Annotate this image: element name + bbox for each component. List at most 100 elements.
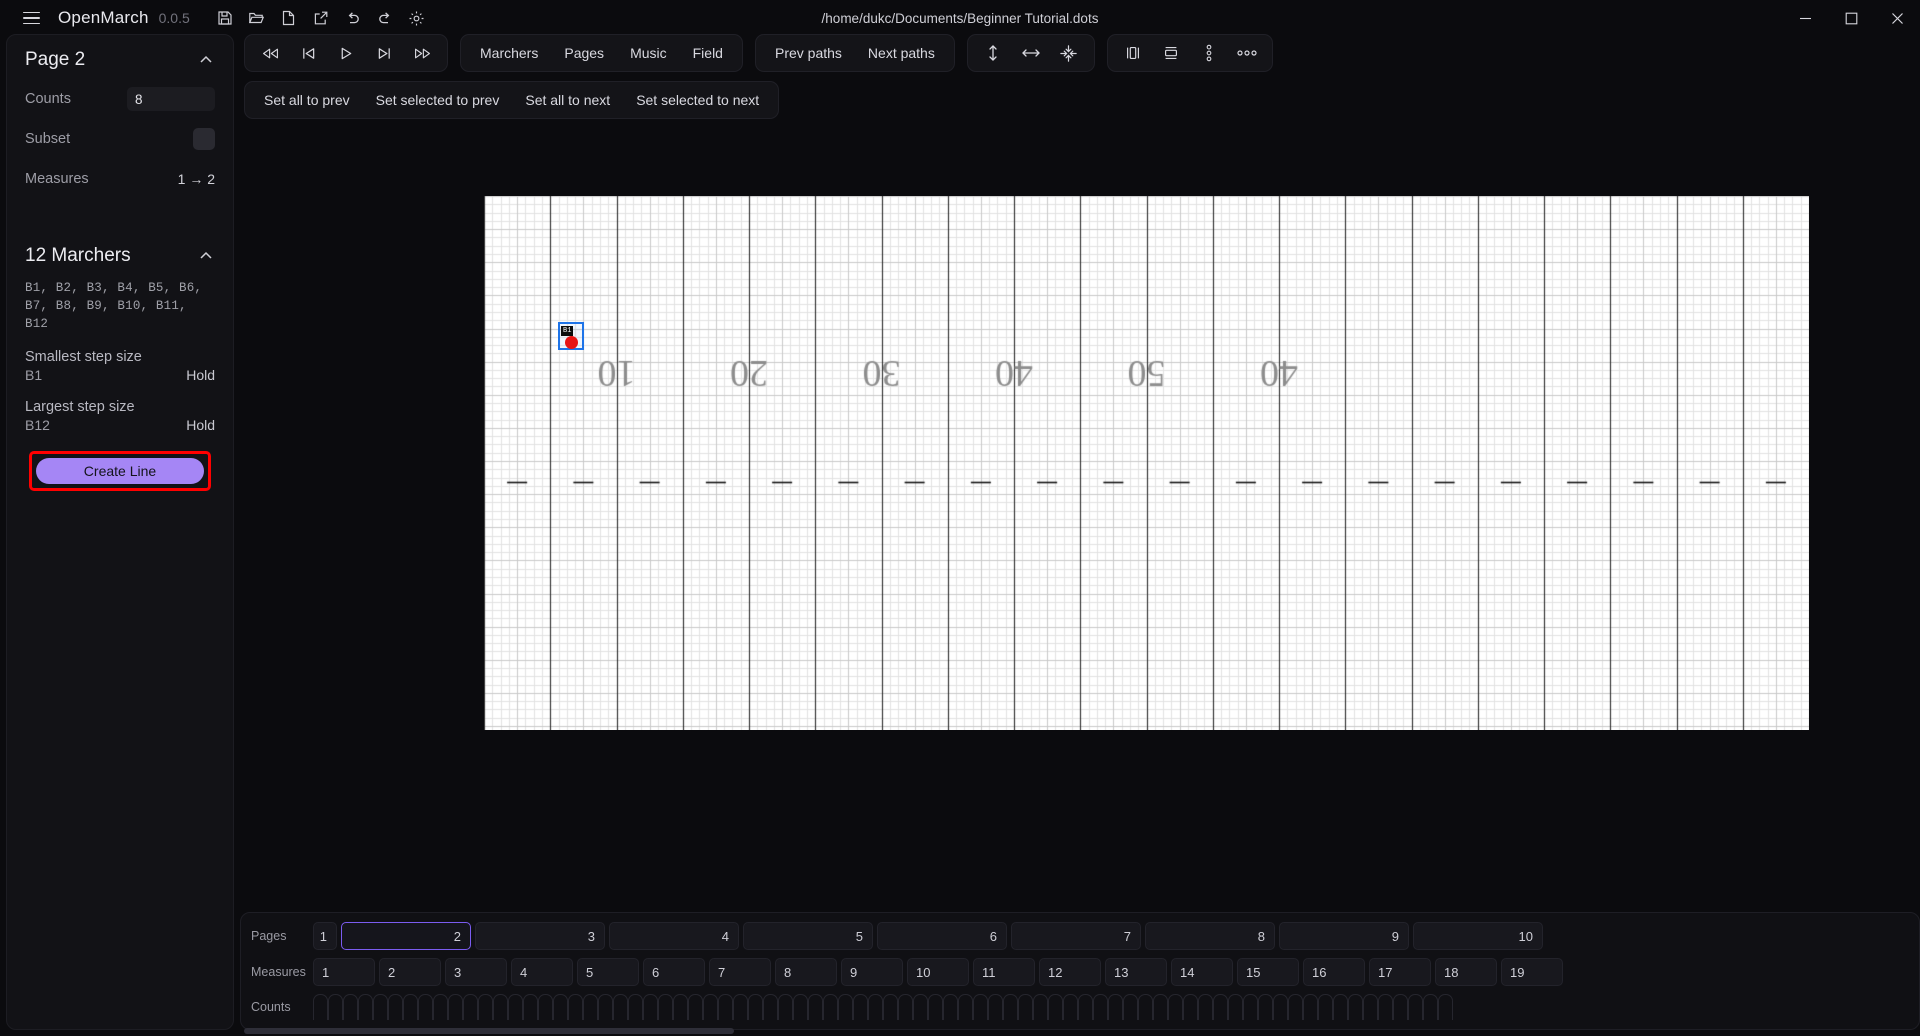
tab-field[interactable]: Field — [680, 38, 736, 68]
skip-next-icon[interactable] — [365, 38, 403, 68]
count-cell[interactable] — [418, 994, 433, 1020]
tab-pages[interactable]: Pages — [551, 38, 617, 68]
count-cell[interactable] — [793, 994, 808, 1020]
measure-cell-16[interactable]: 16 — [1303, 958, 1365, 986]
count-cell[interactable] — [688, 994, 703, 1020]
count-cell[interactable] — [1093, 994, 1108, 1020]
new-file-icon[interactable] — [274, 3, 304, 33]
set-all-to-prev-button[interactable]: Set all to prev — [251, 85, 363, 115]
measure-cell-14[interactable]: 14 — [1171, 958, 1233, 986]
marcher-selection-box[interactable]: B1 — [558, 322, 584, 350]
count-cell[interactable] — [928, 994, 943, 1020]
page-cell-8[interactable]: 8 — [1145, 922, 1275, 950]
count-cell[interactable] — [1408, 994, 1423, 1020]
count-cell[interactable] — [1423, 994, 1438, 1020]
horizontal-scrollbar[interactable] — [244, 1028, 1914, 1034]
count-cell[interactable] — [703, 994, 718, 1020]
count-cell[interactable] — [1138, 994, 1153, 1020]
measure-cell-8[interactable]: 8 — [775, 958, 837, 986]
create-line-button[interactable]: Create Line — [36, 458, 204, 485]
timeline[interactable]: Pages 1 2 3 4 5 6 7 8 9 10 Measures 1 2 3 4 5 6 7 8 9 10 11… — [240, 912, 1920, 1030]
count-cell[interactable] — [718, 994, 733, 1020]
count-cell[interactable] — [1333, 994, 1348, 1020]
measure-cell-7[interactable]: 7 — [709, 958, 771, 986]
measure-cell-9[interactable]: 9 — [841, 958, 903, 986]
count-cell[interactable] — [628, 994, 643, 1020]
count-cell[interactable] — [313, 994, 328, 1020]
count-cell[interactable] — [1063, 994, 1078, 1020]
measure-cell-17[interactable]: 17 — [1369, 958, 1431, 986]
set-selected-to-next-button[interactable]: Set selected to next — [623, 85, 772, 115]
collapse-icon[interactable] — [1050, 38, 1088, 68]
measure-cell-4[interactable]: 4 — [511, 958, 573, 986]
count-cell[interactable] — [1048, 994, 1063, 1020]
count-cell[interactable] — [583, 994, 598, 1020]
open-folder-icon[interactable] — [242, 3, 272, 33]
close-icon[interactable] — [1874, 0, 1920, 36]
measure-cell-3[interactable]: 3 — [445, 958, 507, 986]
align-vertical-icon[interactable] — [1114, 38, 1152, 68]
measure-cell-18[interactable]: 18 — [1435, 958, 1497, 986]
play-icon[interactable] — [327, 38, 365, 68]
page-cell-3[interactable]: 3 — [475, 922, 605, 950]
count-cell[interactable] — [1033, 994, 1048, 1020]
vertical-resize-icon[interactable] — [974, 38, 1012, 68]
save-icon[interactable] — [210, 3, 240, 33]
count-cell[interactable] — [538, 994, 553, 1020]
count-cell[interactable] — [1183, 994, 1198, 1020]
count-cell[interactable] — [1288, 994, 1303, 1020]
set-all-to-next-button[interactable]: Set all to next — [512, 85, 623, 115]
count-cell[interactable] — [838, 994, 853, 1020]
count-cell[interactable] — [988, 994, 1003, 1020]
field-canvas[interactable]: B1 — [240, 122, 1920, 912]
count-cell[interactable] — [973, 994, 988, 1020]
count-cell[interactable] — [1198, 994, 1213, 1020]
subset-toggle[interactable] — [193, 128, 215, 150]
page-cell-9[interactable]: 9 — [1279, 922, 1409, 950]
pages-track[interactable]: 1 2 3 4 5 6 7 8 9 10 — [313, 921, 1543, 951]
count-cell[interactable] — [673, 994, 688, 1020]
count-cell[interactable] — [553, 994, 568, 1020]
count-cell[interactable] — [358, 994, 373, 1020]
count-cell[interactable] — [493, 994, 508, 1020]
count-cell[interactable] — [433, 994, 448, 1020]
horizontal-resize-icon[interactable] — [1012, 38, 1050, 68]
count-cell[interactable] — [1108, 994, 1123, 1020]
prev-paths-button[interactable]: Prev paths — [762, 38, 855, 68]
count-cell[interactable] — [898, 994, 913, 1020]
redo-icon[interactable] — [370, 3, 400, 33]
count-cell[interactable] — [853, 994, 868, 1020]
chevron-up-icon-marchers[interactable] — [197, 247, 215, 265]
page-cell-10[interactable]: 10 — [1413, 922, 1543, 950]
count-cell[interactable] — [748, 994, 763, 1020]
fast-forward-icon[interactable] — [403, 38, 441, 68]
measure-cell-11[interactable]: 11 — [973, 958, 1035, 986]
count-cell[interactable] — [1213, 994, 1228, 1020]
count-cell[interactable] — [1303, 994, 1318, 1020]
count-cell[interactable] — [643, 994, 658, 1020]
measure-cell-12[interactable]: 12 — [1039, 958, 1101, 986]
scrollbar-thumb[interactable] — [244, 1028, 734, 1034]
count-cell[interactable] — [1393, 994, 1408, 1020]
page-cell-6[interactable]: 6 — [877, 922, 1007, 950]
undo-icon[interactable] — [338, 3, 368, 33]
minimize-icon[interactable] — [1782, 0, 1828, 36]
measure-cell-13[interactable]: 13 — [1105, 958, 1167, 986]
count-cell[interactable] — [1378, 994, 1393, 1020]
count-cell[interactable] — [658, 994, 673, 1020]
marcher-dot[interactable] — [565, 336, 578, 349]
settings-gear-icon[interactable] — [402, 3, 432, 33]
count-cell[interactable] — [1228, 994, 1243, 1020]
tab-marchers[interactable]: Marchers — [467, 38, 551, 68]
counts-track[interactable] — [313, 994, 1453, 1020]
count-cell[interactable] — [763, 994, 778, 1020]
count-cell[interactable] — [1153, 994, 1168, 1020]
chevron-up-icon[interactable] — [197, 51, 215, 69]
count-cell[interactable] — [868, 994, 883, 1020]
count-cell[interactable] — [328, 994, 343, 1020]
measure-cell-5[interactable]: 5 — [577, 958, 639, 986]
count-cell[interactable] — [1363, 994, 1378, 1020]
count-cell[interactable] — [1018, 994, 1033, 1020]
measures-track[interactable]: 1 2 3 4 5 6 7 8 9 10 11 12 13 14 15 16 17 18 19 — [313, 957, 1563, 987]
count-cell[interactable] — [508, 994, 523, 1020]
